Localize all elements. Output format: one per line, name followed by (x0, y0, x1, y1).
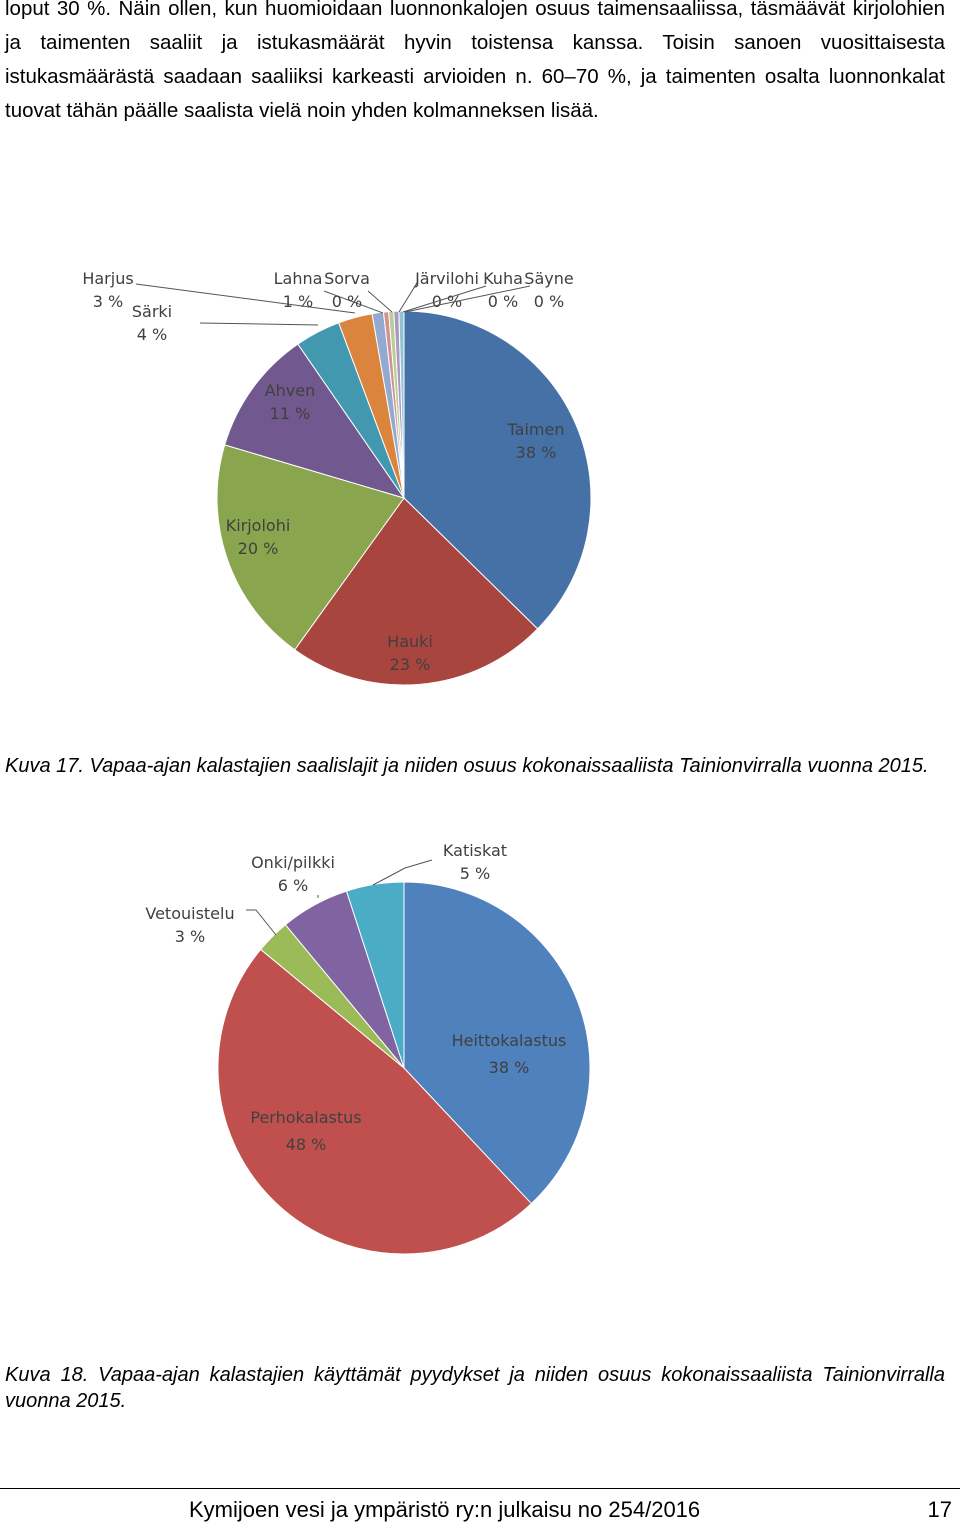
slice-value-vetouistelu: 3 % (175, 927, 205, 946)
slice-label-vetouistelu: Vetouistelu (145, 904, 234, 923)
slice-label-säyne: Säyne (524, 269, 573, 288)
slice-label-katiskat: Katiskat (443, 841, 507, 860)
pie-slice-taimen (403, 310, 592, 630)
catch-species-pie-chart: Taimen 38 % Hauki 23 % Kirjolohi 20 % Ahven 11 … (82, 269, 592, 686)
pie-slice-säyne (398, 310, 405, 499)
footer-divider (0, 1488, 960, 1489)
slice-label-taimen: Taimen (507, 420, 565, 439)
pie-slice-ahven (224, 343, 406, 499)
slice-label-onki-pilkki: Onki/pilkki (251, 853, 335, 872)
slice-label-kirjolohi: Kirjolohi (226, 516, 291, 535)
leader-line-järvilohi (398, 280, 419, 313)
slice-value-taimen: 38 % (516, 443, 557, 462)
slice-value-kuha: 0 % (488, 292, 518, 311)
slice-label-harjus: Harjus (82, 269, 133, 288)
slice-value-lahna: 1 % (283, 292, 313, 311)
leader-line-kuha (402, 285, 487, 313)
slice-value-onki-pilkki: 6 % (278, 876, 308, 895)
footer-publication-title: Kymijoen vesi ja ympäristö ry:n julkaisu… (189, 1497, 701, 1522)
pie-slice-perhokalastus (217, 948, 533, 1255)
slice-label-kuha: Kuha (483, 269, 523, 288)
pie-slice-kirjolohi (216, 444, 405, 651)
fishing-gear-pie-chart: Heittokalastus 38 % Perhokalastus 48 % Vetou… (145, 841, 591, 1255)
slice-value-ahven: 11 % (270, 404, 311, 423)
slice-value-harjus: 3 % (93, 292, 123, 311)
slice-value-heittokalastus: 38 % (489, 1058, 530, 1077)
slice-value-hauki: 23 % (390, 655, 431, 674)
pie-slice-heittokalastus (403, 881, 591, 1205)
slice-value-perhokalastus: 48 % (286, 1135, 327, 1154)
leader-line-särki (199, 322, 319, 326)
slice-value-särki: 4 % (137, 325, 167, 344)
slice-label-hauki: Hauki (387, 632, 433, 651)
page-number: 17 (927, 1497, 952, 1522)
slice-label-lahna: Lahna (274, 269, 323, 288)
figure-18-caption: Kuva 18. Vapaa-ajan kalastajien käyttämä… (5, 1364, 945, 1412)
slice-label-sorva: Sorva (324, 269, 370, 288)
leader-line-sorva (367, 290, 393, 313)
leader-line-säyne (404, 285, 531, 313)
slice-label-ahven: Ahven (265, 381, 316, 400)
slice-label-perhokalastus: Perhokalastus (250, 1108, 361, 1127)
leader-line-katiskat (372, 859, 433, 886)
slice-value-sorva: 0 % (332, 292, 362, 311)
slice-label-järvilohi: Järvilohi (414, 269, 479, 288)
leader-line-vetouistelu (246, 909, 277, 936)
slice-label-särki: Särki (132, 302, 172, 321)
slice-label-heittokalastus: Heittokalastus (452, 1031, 567, 1050)
slice-value-säyne: 0 % (534, 292, 564, 311)
slice-value-kirjolohi: 20 % (238, 539, 279, 558)
slice-value-järvilohi: 0 % (432, 292, 462, 311)
leader-line-harjus (135, 283, 356, 314)
figure-17-caption: Kuva 17. Vapaa-ajan kalastajien saalisla… (5, 755, 929, 777)
body-paragraph: loput 30 %. Näin ollen, kun huomioidaan … (5, 0, 945, 122)
pie-slice-hauki (294, 497, 539, 686)
leader-line-lahna (323, 290, 384, 314)
slice-value-katiskat: 5 % (460, 864, 490, 883)
